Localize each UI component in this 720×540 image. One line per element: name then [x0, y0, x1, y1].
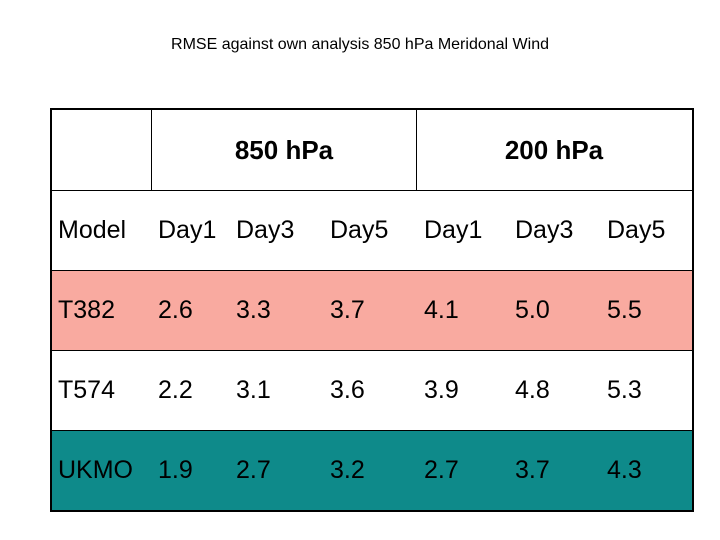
row-ukmo-200-day3: 3.7	[515, 455, 550, 484]
grid-vline-1	[151, 110, 152, 190]
row-t382-850-day1: 2.6	[158, 295, 193, 324]
row-bg-ukmo	[52, 430, 692, 510]
row-bg-t574	[52, 350, 692, 430]
row-t574-850-day1: 2.2	[158, 375, 193, 404]
row-t382-200-day3: 5.0	[515, 295, 550, 324]
row-ukmo-850-day3: 2.7	[236, 455, 271, 484]
col-header-850-day3: Day3	[236, 215, 295, 244]
col-header-200-day5: Day5	[607, 215, 666, 244]
row-t574-200-day5: 5.3	[607, 375, 642, 404]
row-t382-850-day5: 3.7	[330, 295, 365, 324]
row-t382-200-day1: 4.1	[424, 295, 459, 324]
grid-hline-2	[52, 270, 692, 271]
row-t574-200-day3: 4.8	[515, 375, 550, 404]
group-header-200: 200 hPa	[504, 134, 604, 165]
col-header-200-day3: Day3	[515, 215, 574, 244]
row-ukmo-200-day5: 4.3	[607, 455, 642, 484]
col-header-850-day5: Day5	[330, 215, 389, 244]
row-t574-model: T574	[58, 375, 115, 404]
grid-hline-4	[52, 430, 692, 431]
row-t574-850-day3: 3.1	[236, 375, 271, 404]
col-header-200-day1: Day1	[424, 215, 483, 244]
page-title: RMSE against own analysis 850 hPa Merido…	[171, 36, 549, 53]
group-header-850: 850 hPa	[234, 134, 334, 165]
rmse-table: 850 hPa 200 hPa Model Day1 Day3 Day5 Day…	[50, 108, 694, 512]
row-ukmo-850-day5: 3.2	[330, 455, 365, 484]
row-t382-850-day3: 3.3	[236, 295, 271, 324]
row-ukmo-850-day1: 1.9	[158, 455, 193, 484]
row-ukmo-200-day1: 2.7	[424, 455, 459, 484]
row-t574-200-day1: 3.9	[424, 375, 459, 404]
row-t574-850-day5: 3.6	[330, 375, 365, 404]
col-header-850-day1: Day1	[158, 215, 217, 244]
grid-vline-2	[416, 110, 417, 190]
row-t382-model: T382	[58, 295, 115, 324]
row-t382-200-day5: 5.5	[607, 295, 642, 324]
row-ukmo-model: UKMO	[58, 455, 133, 484]
grid-hline-1	[52, 190, 692, 191]
col-header-model: Model	[58, 215, 127, 244]
row-bg-t382	[52, 270, 692, 350]
grid-hline-3	[52, 350, 692, 351]
